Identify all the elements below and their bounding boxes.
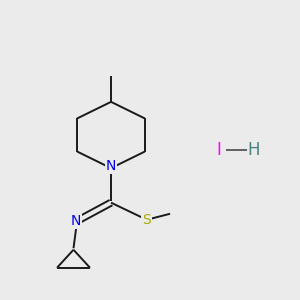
Text: S: S bbox=[142, 213, 151, 227]
Text: N: N bbox=[106, 159, 116, 173]
Text: N: N bbox=[71, 214, 81, 228]
Text: H: H bbox=[247, 141, 260, 159]
Text: I: I bbox=[217, 141, 221, 159]
